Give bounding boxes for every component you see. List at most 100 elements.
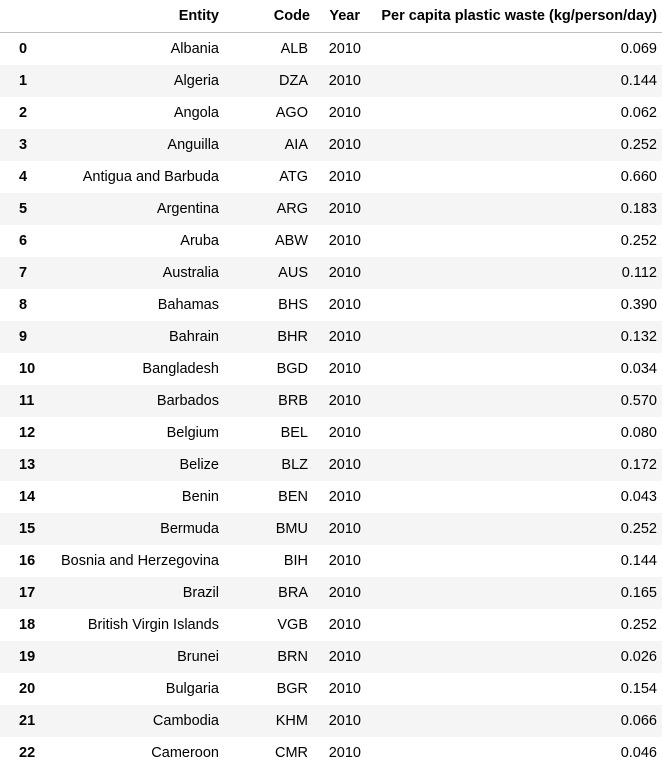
code-cell: BHR (224, 321, 314, 353)
row-index: 21 (0, 713, 48, 729)
plastic-waste-value-cell: 0.062 (364, 97, 662, 129)
code-cell: CMR (224, 737, 314, 769)
table-header: Entity Code Year Per capita plastic wast… (0, 0, 662, 33)
row-index: 2 (0, 105, 48, 121)
entity-cell: Aruba (48, 225, 224, 257)
row-index-cell: 6 (0, 225, 48, 257)
year-cell: 2010 (314, 321, 364, 353)
entity-cell: Algeria (48, 65, 224, 97)
row-index-cell: 8 (0, 289, 48, 321)
row-index-cell: 3 (0, 129, 48, 161)
row-index-cell: 5 (0, 193, 48, 225)
entity-cell: Brazil (48, 577, 224, 609)
plastic-waste-value-cell: 0.043 (364, 481, 662, 513)
code-cell: BGR (224, 673, 314, 705)
row-index: 16 (0, 553, 48, 569)
code-cell: ATG (224, 161, 314, 193)
plastic-waste-value-cell: 0.165 (364, 577, 662, 609)
row-index: 9 (0, 329, 48, 345)
plastic-waste-value-cell: 0.132 (364, 321, 662, 353)
code-cell: AGO (224, 97, 314, 129)
year-cell: 2010 (314, 353, 364, 385)
row-index: 12 (0, 425, 48, 441)
row-index: 17 (0, 585, 48, 601)
code-cell: BHS (224, 289, 314, 321)
plastic-waste-value-cell: 0.252 (364, 129, 662, 161)
entity-cell: Belize (48, 449, 224, 481)
row-index-cell: 21 (0, 705, 48, 737)
code-cell: AUS (224, 257, 314, 289)
row-index-cell: 11 (0, 385, 48, 417)
row-index: 6 (0, 233, 48, 249)
entity-cell: Bahamas (48, 289, 224, 321)
row-index: 4 (0, 169, 48, 185)
plastic-waste-value-cell: 0.080 (364, 417, 662, 449)
entity-cell: Bulgaria (48, 673, 224, 705)
row-index: 0 (0, 41, 48, 57)
plastic-waste-value-cell: 0.172 (364, 449, 662, 481)
row-index: 1 (0, 73, 48, 89)
code-cell: BEN (224, 481, 314, 513)
plastic-waste-value-cell: 0.069 (364, 33, 662, 66)
header-row: Entity Code Year Per capita plastic wast… (0, 0, 662, 33)
row-index: 15 (0, 521, 48, 537)
plastic-waste-value-cell: 0.660 (364, 161, 662, 193)
row-index-cell: 19 (0, 641, 48, 673)
plastic-waste-value-cell: 0.252 (364, 513, 662, 545)
entity-cell: Benin (48, 481, 224, 513)
plastic-waste-value-cell: 0.112 (364, 257, 662, 289)
entity-cell: Bahrain (48, 321, 224, 353)
row-index-cell: 0 (0, 33, 48, 66)
year-cell: 2010 (314, 385, 364, 417)
entity-cell: Brunei (48, 641, 224, 673)
entity-cell: Bermuda (48, 513, 224, 545)
row-index: 10 (0, 361, 48, 377)
row-index-cell: 15 (0, 513, 48, 545)
plastic-waste-value-cell: 0.252 (364, 609, 662, 641)
code-cell: KHM (224, 705, 314, 737)
year-cell: 2010 (314, 161, 364, 193)
entity-cell: Barbados (48, 385, 224, 417)
year-cell: 2010 (314, 737, 364, 769)
row-index: 7 (0, 265, 48, 281)
entity-cell: Bangladesh (48, 353, 224, 385)
entity-cell: Argentina (48, 193, 224, 225)
row-index-cell: 7 (0, 257, 48, 289)
row-index: 20 (0, 681, 48, 697)
year-cell: 2010 (314, 257, 364, 289)
row-index: 19 (0, 649, 48, 665)
row-index: 11 (0, 393, 48, 409)
entity-cell: Angola (48, 97, 224, 129)
row-index: 8 (0, 297, 48, 313)
code-cell: AIA (224, 129, 314, 161)
year-cell: 2010 (314, 641, 364, 673)
year-cell: 2010 (314, 225, 364, 257)
year-cell: 2010 (314, 65, 364, 97)
year-cell: 2010 (314, 449, 364, 481)
row-index-cell: 4 (0, 161, 48, 193)
year-cell: 2010 (314, 609, 364, 641)
row-index-cell: 18 (0, 609, 48, 641)
plastic-waste-value-cell: 0.252 (364, 225, 662, 257)
code-cell: BLZ (224, 449, 314, 481)
code-cell: ALB (224, 33, 314, 66)
year-cell: 2010 (314, 705, 364, 737)
plastic-waste-value-cell: 0.570 (364, 385, 662, 417)
